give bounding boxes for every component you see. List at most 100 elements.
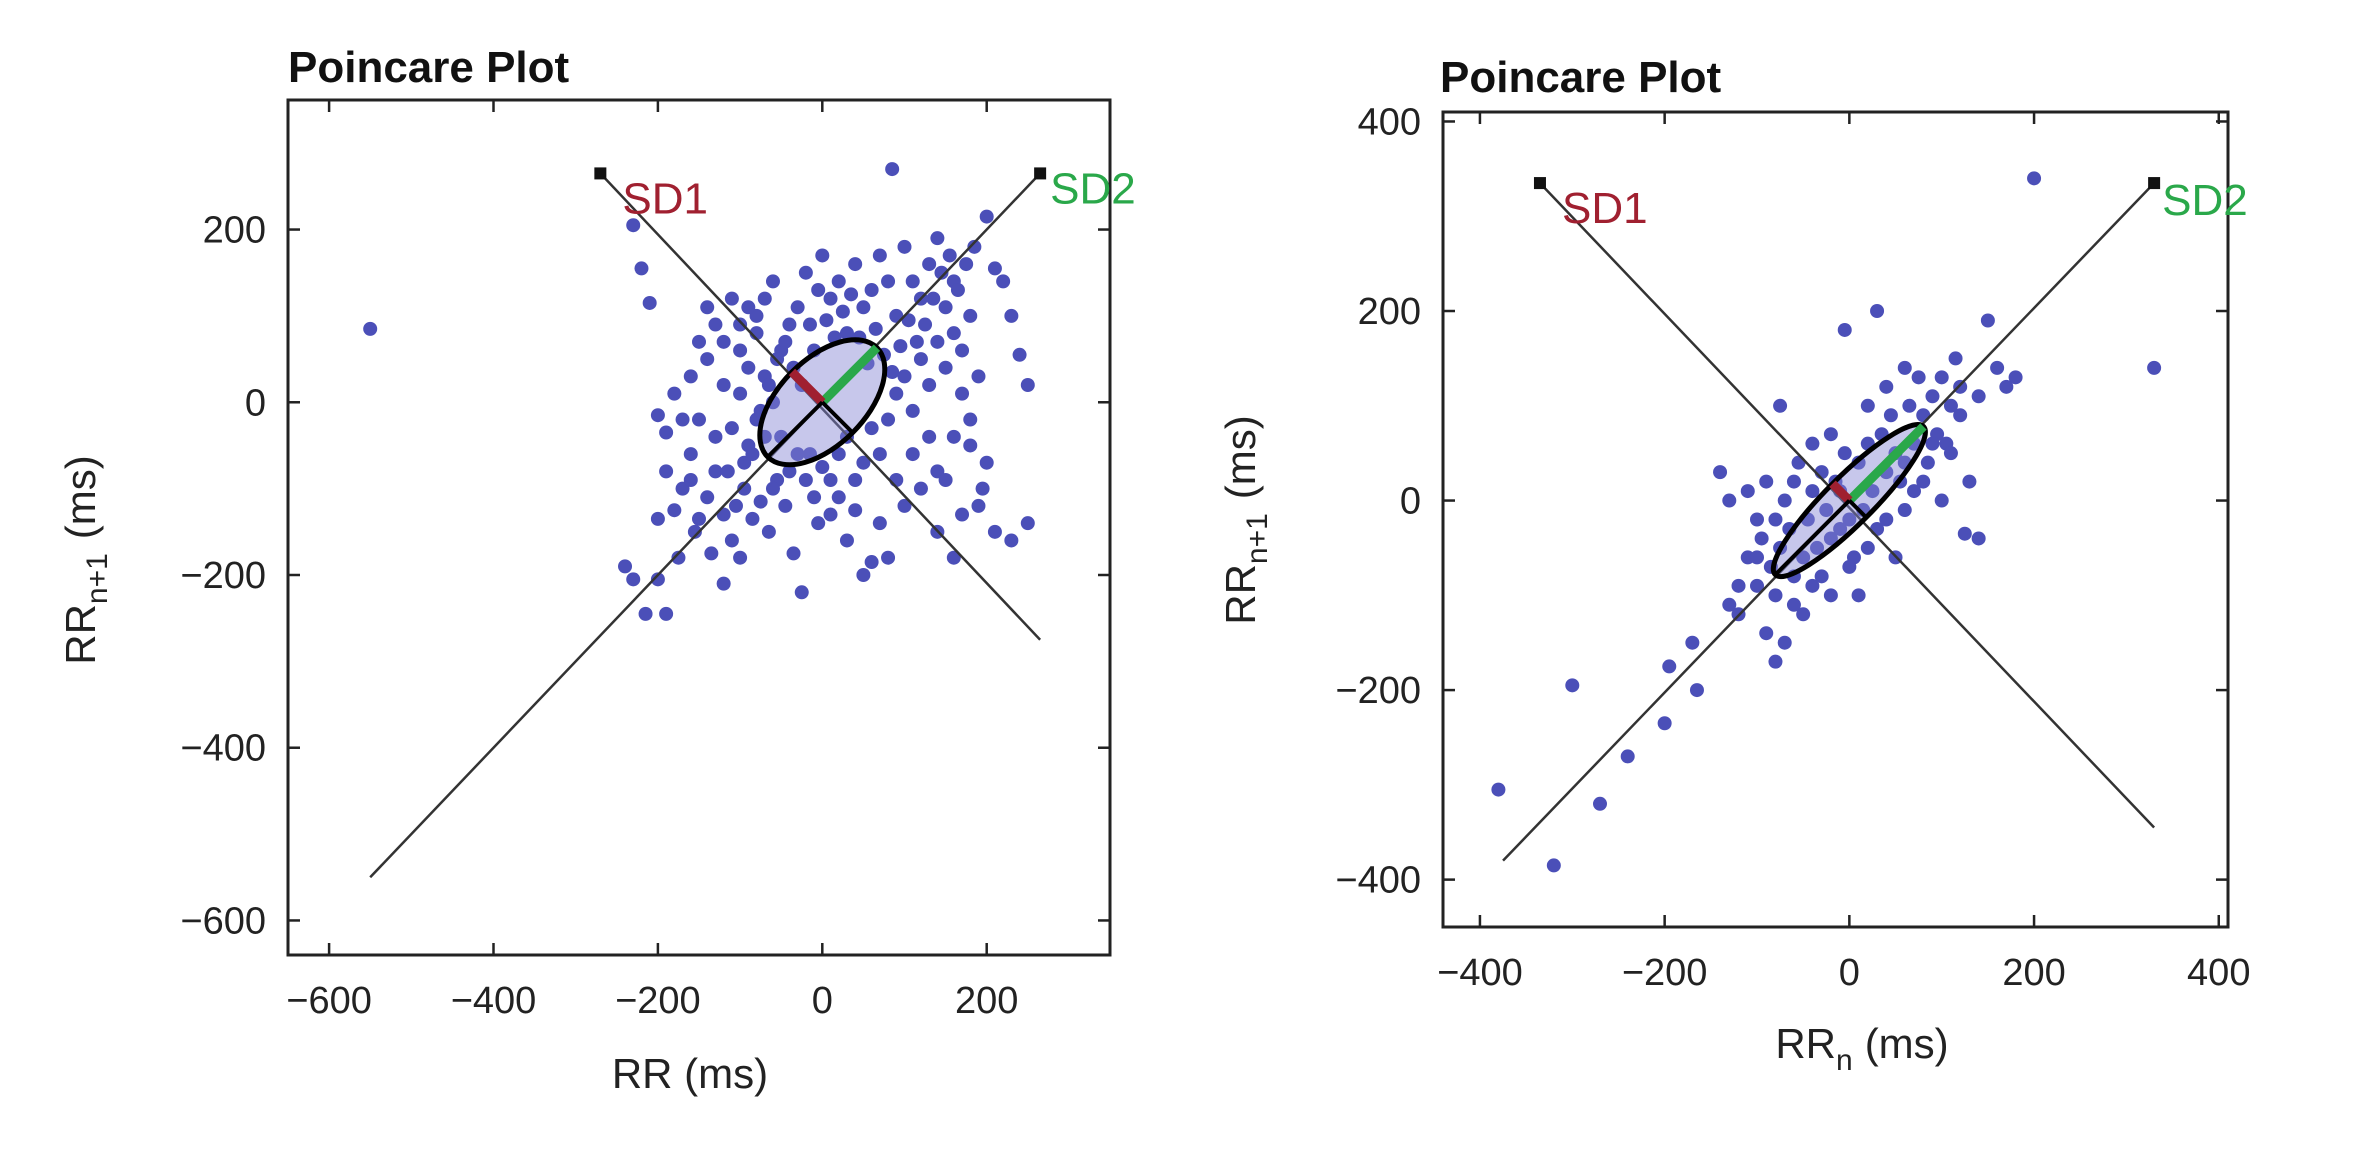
data-point <box>839 533 854 548</box>
data-point <box>913 352 928 367</box>
data-point <box>938 360 953 375</box>
y-axis-label-unit: (ms) <box>1217 415 1264 499</box>
data-point <box>1957 526 1972 541</box>
data-point <box>963 308 978 323</box>
data-point <box>856 455 871 470</box>
data-point <box>692 511 706 526</box>
y-tick-label: −600 <box>180 900 266 942</box>
x-tick-label: 400 <box>2187 952 2250 994</box>
data-point <box>1920 455 1935 470</box>
data-point <box>918 317 933 332</box>
data-point <box>811 516 826 531</box>
x-tick-label: −400 <box>451 980 537 1022</box>
y-axis-label: RRn+1 (ms) <box>1217 415 1274 625</box>
x-tick-label: 0 <box>812 980 833 1022</box>
y-tick-label: −400 <box>180 728 266 770</box>
data-point <box>638 606 653 621</box>
plot-left: Poincare Plot RR (ms) RRn+1 (ms) −600 −400… <box>57 43 1136 1097</box>
data-point <box>700 352 715 367</box>
x-axis-label-main: RR <box>1775 1020 1836 1067</box>
data-point <box>675 412 690 427</box>
data-point <box>1796 607 1811 622</box>
sd2-label: SD2 <box>1050 164 1136 213</box>
y-axis-label-unit: (ms) <box>57 455 104 539</box>
data-point <box>971 369 986 384</box>
data-point <box>885 162 900 177</box>
data-point <box>975 481 990 496</box>
data-point <box>1491 782 1506 797</box>
data-point <box>967 239 982 254</box>
data-point <box>757 291 772 306</box>
y-tick-label: 0 <box>245 382 266 424</box>
data-point <box>1546 858 1561 873</box>
data-point <box>724 533 739 548</box>
x-tick-label: −600 <box>286 980 372 1022</box>
y-tick-label: 400 <box>1358 101 1421 143</box>
x-axis-label-sub: n <box>1836 1044 1853 1077</box>
ellipse-minor-axis <box>1847 499 1868 519</box>
data-point <box>963 438 978 453</box>
sd1-segment <box>788 368 826 406</box>
data-point <box>733 317 748 332</box>
data-point <box>1916 408 1931 423</box>
data-point <box>839 326 854 341</box>
data-point <box>922 429 937 444</box>
data-point <box>716 378 731 392</box>
chart-title: Poincare Plot <box>1440 53 1722 102</box>
data-point <box>667 386 682 401</box>
data-point <box>778 498 793 513</box>
data-point <box>724 291 739 306</box>
svg-text:RRn+1(ms): RRn+1 (ms) <box>57 455 114 665</box>
data-point <box>848 257 863 272</box>
data-point <box>1883 408 1898 423</box>
data-point <box>1916 474 1931 489</box>
data-point <box>955 343 970 358</box>
data-point <box>2027 171 2042 186</box>
data-point <box>889 473 904 487</box>
data-point <box>1879 512 1894 527</box>
data-point <box>692 412 706 427</box>
data-point <box>1870 304 1885 319</box>
data-point <box>724 421 739 436</box>
data-point <box>708 464 723 479</box>
data-point <box>700 490 715 505</box>
data-point <box>626 218 641 233</box>
data-point <box>1823 531 1838 546</box>
data-point <box>922 378 937 392</box>
data-point <box>1819 503 1834 518</box>
data-point <box>1713 465 1728 480</box>
data-point <box>987 524 1002 539</box>
data-point <box>1999 379 2014 394</box>
data-point <box>650 408 665 423</box>
data-point <box>1565 678 1580 693</box>
sd1-label: SD1 <box>622 174 708 223</box>
chart-title: Poincare Plot <box>288 43 570 92</box>
y-axis-label-main: RR <box>1217 564 1264 625</box>
data-point <box>716 576 731 591</box>
data-point <box>728 498 743 513</box>
arrowhead <box>2148 177 2161 190</box>
y-tick-label: −200 <box>1335 670 1421 712</box>
data-point <box>922 257 937 272</box>
sd2-segment <box>819 344 881 406</box>
data-point <box>913 481 928 496</box>
data-point <box>1907 484 1921 499</box>
plot-right: Poincare Plot RRn (ms) RRn+1(ms) −400 −200… <box>1217 53 2250 1077</box>
data-point <box>946 326 961 341</box>
data-point <box>1962 474 1977 489</box>
x-axis-label-unit: (ms) <box>1865 1020 1949 1067</box>
x-axis-label-text: RR (ms) <box>612 1050 768 1097</box>
data-point <box>1902 398 1917 413</box>
data-point <box>798 473 813 487</box>
data-point <box>720 464 735 479</box>
data-point <box>2147 360 2162 375</box>
data-point <box>1851 588 1866 603</box>
arrowhead <box>594 167 607 180</box>
data-point <box>1990 360 2005 375</box>
data-point <box>1786 597 1801 612</box>
data-point <box>733 343 748 358</box>
data-point <box>864 421 879 436</box>
data-point <box>1805 484 1820 499</box>
data-point <box>872 248 887 263</box>
data-point <box>815 460 830 475</box>
